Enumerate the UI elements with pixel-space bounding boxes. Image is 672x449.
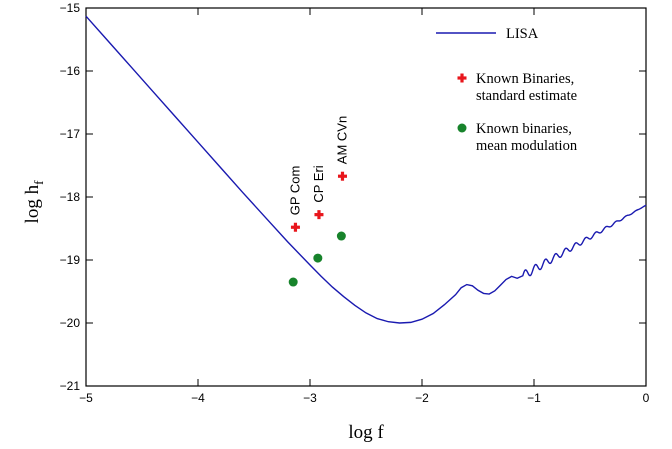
source-label: AM CVn: [334, 116, 349, 164]
mean-modulation-point: [288, 277, 298, 287]
plot-frame: [85, 7, 647, 387]
axis-tick-labels: −5 −4 −3 −2 −1 0 −21 −20 −19 −18 −17 −16 −15: [60, 1, 650, 405]
y-axis-title-main: log h: [22, 184, 43, 223]
axis-ticks: [85, 7, 647, 387]
x-axis-title: log f: [348, 422, 384, 443]
x-tick-label: −4: [191, 391, 205, 405]
mean-modulation-point: [313, 253, 323, 263]
source-annotations: GP Com CP Eri AM CVn: [287, 116, 349, 215]
legend-standard-label-line2: standard estimate: [476, 88, 577, 104]
y-axis-title-subscript: f: [31, 180, 46, 185]
legend-standard-label: Known Binaries,: [476, 71, 574, 87]
lisa-sensitivity-curve: [85, 15, 647, 324]
legend-lisa-label: LISA: [506, 26, 539, 42]
legend-standard-swatch: [457, 73, 467, 83]
x-tick-label: −2: [415, 391, 429, 405]
x-tick-label: −3: [303, 391, 317, 405]
y-tick-label: −21: [60, 379, 81, 393]
mean-modulation-point: [336, 231, 346, 241]
y-axis-title: log hf: [22, 180, 46, 224]
source-label: CP Eri: [311, 165, 326, 202]
svg-text:log hf: log hf: [22, 180, 46, 224]
legend-mean-label: Known binaries,: [476, 121, 572, 137]
legend-mean-label-line2: mean modulation: [476, 138, 578, 154]
x-tick-label: 0: [643, 391, 650, 405]
legend-cross-marker: [457, 73, 467, 83]
x-tick-label: −5: [79, 391, 93, 405]
legend-mean-swatch: [457, 123, 467, 133]
legend: LISA Known Binaries, standard estimate K…: [436, 26, 578, 154]
y-tick-label: −19: [60, 253, 81, 267]
y-tick-label: −20: [60, 316, 81, 330]
standard-estimate-point: [314, 210, 324, 220]
standard-estimate-point: [290, 222, 300, 232]
known-binaries-markers: [288, 171, 347, 287]
y-tick-label: −17: [60, 127, 81, 141]
standard-estimate-point: [337, 171, 347, 181]
y-tick-label: −15: [60, 1, 81, 15]
x-tick-label: −1: [527, 391, 541, 405]
y-tick-label: −16: [60, 64, 81, 78]
source-label: GP Com: [287, 166, 302, 216]
y-tick-label: −18: [60, 190, 81, 204]
